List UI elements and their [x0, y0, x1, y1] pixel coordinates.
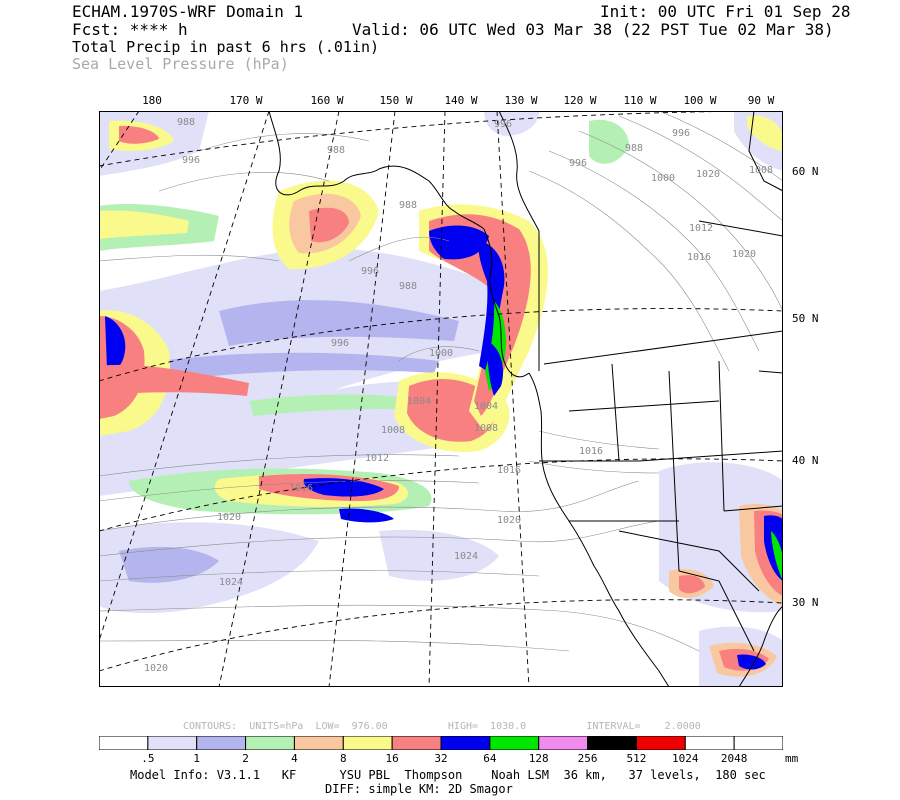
pressure-label: 988: [399, 281, 417, 292]
colorbar-tick-label: 64: [483, 752, 497, 765]
pressure-label: 1020: [497, 515, 521, 526]
pressure-label: 988: [625, 143, 643, 154]
pressure-label: 1024: [219, 577, 243, 588]
pressure-label: 988: [177, 117, 195, 128]
colorbar-swatch: [342, 736, 393, 750]
diffusion-info: DIFF: simple KM: 2D Smagor: [325, 782, 513, 796]
pressure-label: 1004: [474, 401, 498, 412]
colorbar-swatch: [538, 736, 589, 750]
pressure-label: 1020: [696, 169, 720, 180]
colorbar-swatch: [293, 736, 344, 750]
pressure-label: 1004: [407, 396, 431, 407]
pressure-label: 996: [361, 266, 379, 277]
lon-label: 170 W: [229, 94, 263, 107]
pressure-label: 1000: [651, 173, 675, 184]
pressure-label: 1020: [217, 512, 241, 523]
colorbar-swatch: [684, 736, 735, 750]
lon-label: 90 W: [747, 94, 775, 107]
lon-label: 140 W: [444, 94, 478, 107]
lat-label: 60 N: [792, 165, 819, 178]
model-info: Model Info: V3.1.1 KF YSU PBL Thompson N…: [130, 768, 766, 782]
colorbar-tick-label: 1: [193, 752, 201, 765]
colorbar-swatch: [147, 736, 198, 750]
colorbar-tick-label: 8: [339, 752, 347, 765]
weather-map: 988 996 988 988 996 988 996 1000 1004 10…: [99, 111, 783, 687]
pressure-label: 1016: [289, 483, 313, 494]
pressure-label: 1016: [687, 252, 711, 263]
pressure-label: 1000: [429, 348, 453, 359]
pressure-label: 996: [182, 155, 200, 166]
lon-label: 100 W: [683, 94, 717, 107]
model-title: ECHAM.1970S-WRF Domain 1: [72, 2, 304, 21]
pressure-label: 1008: [381, 425, 405, 436]
colorbar-tick-label: 4: [291, 752, 298, 765]
colorbar-swatch: [733, 736, 783, 750]
colorbar-swatch: [245, 736, 295, 750]
isobars: [99, 111, 783, 652]
pressure-label: 1012: [365, 453, 389, 464]
pressure-labels: 988 996 988 988 996 988 996 1000 1004 10…: [144, 117, 773, 674]
colorbar-tick-label: .5: [141, 752, 155, 765]
forecast-hour: Fcst: **** h: [72, 20, 188, 39]
coastlines: [268, 111, 783, 687]
pressure-label: 1024: [454, 551, 478, 562]
field-slp-title: Sea Level Pressure (hPa): [72, 55, 289, 73]
precip-shading: [99, 111, 783, 687]
colorbar-tick-label: 32: [434, 752, 448, 765]
lon-label: 110 W: [623, 94, 657, 107]
colorbar-swatch: [196, 736, 247, 750]
lon-label: 160 W: [310, 94, 344, 107]
lat-label: 40 N: [792, 454, 819, 467]
colorbar-swatch: [635, 736, 686, 750]
pressure-label: 996: [494, 119, 512, 130]
colorbar-swatch: [391, 736, 442, 750]
colorbar-units: mm: [785, 752, 799, 765]
colorbar-tick-label: 2: [242, 752, 249, 765]
pressure-label: 1020: [144, 663, 168, 674]
pressure-label: 988: [327, 145, 345, 156]
lon-label: 130 W: [504, 94, 538, 107]
pressure-label: 996: [569, 158, 587, 169]
lat-label: 50 N: [792, 312, 819, 325]
init-time: Init: 00 UTC Fri 01 Sep 28: [600, 2, 851, 21]
pressure-label: 1020: [732, 249, 756, 260]
colorbar-tick-label: 2048: [720, 752, 748, 765]
lat-label: 30 N: [792, 596, 819, 609]
lon-label: 180: [142, 94, 162, 107]
map-frame: [99, 111, 783, 687]
colorbar: [99, 736, 783, 750]
colorbar-tick-label: 128: [528, 752, 549, 765]
colorbar-tick-label: 512: [626, 752, 647, 765]
colorbar-tick-label: 256: [577, 752, 598, 765]
pressure-label: 996: [672, 128, 690, 139]
pressure-label: 1016: [497, 465, 521, 476]
pressure-label: 1008: [474, 423, 498, 434]
lon-label: 150 W: [379, 94, 413, 107]
pressure-label: 1012: [689, 223, 713, 234]
colorbar-swatch: [587, 736, 637, 750]
pressure-label: 988: [399, 200, 417, 211]
pressure-label: 996: [331, 338, 349, 349]
contour-info: CONTOURS: UNITS=hPa LOW= 976.00 HIGH= 10…: [183, 721, 701, 732]
colorbar-tick-label: 1024: [672, 752, 699, 765]
pressure-label: 1016: [579, 446, 603, 457]
valid-time: Valid: 06 UTC Wed 03 Mar 38 (22 PST Tue …: [352, 20, 834, 39]
colorbar-tick-label: 16: [385, 752, 399, 765]
colorbar-swatch: [99, 736, 149, 750]
field-precip-title: Total Precip in past 6 hrs (.01in): [72, 38, 380, 56]
colorbar-swatch: [489, 736, 540, 750]
lat-lon-grid: [99, 111, 783, 687]
pressure-label: 1008: [749, 165, 773, 176]
lon-label: 120 W: [563, 94, 597, 107]
colorbar-swatch: [440, 736, 491, 750]
